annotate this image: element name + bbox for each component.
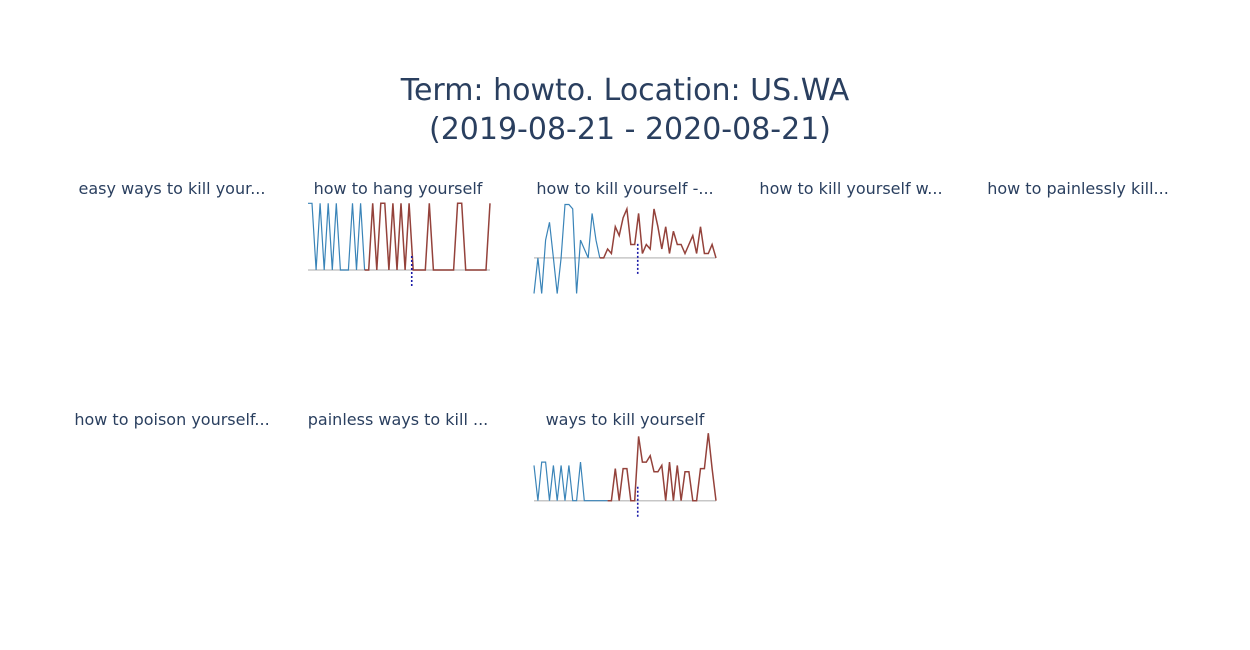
panel-how-to-painlessly-kill: how to painlessly kill... <box>987 179 1169 198</box>
series-post-line <box>599 205 717 259</box>
series-pre-line <box>533 461 608 502</box>
series-pre-line <box>533 203 601 294</box>
panel-how-to-hang-yourself: how to hang yourself <box>308 179 491 288</box>
figure-title-line-2: (2019-08-21 - 2020-08-21) <box>429 112 831 147</box>
panel-title: how to kill yourself -... <box>536 179 713 198</box>
panel-painless-ways: painless ways to kill ... <box>308 410 488 429</box>
panel-how-to-kill-yourself-w: how to kill yourself w... <box>759 179 942 198</box>
panel-ways-to-kill-yourself: ways to kill yourself <box>533 410 717 519</box>
panel-title: how to hang yourself <box>314 179 483 198</box>
series-pre-line <box>308 202 366 271</box>
panel-title: how to painlessly kill... <box>987 179 1169 198</box>
series-post-line <box>364 202 491 271</box>
panel-title: easy ways to kill your... <box>79 179 266 198</box>
panel-title: how to kill yourself w... <box>759 179 942 198</box>
panel-title: painless ways to kill ... <box>308 410 488 429</box>
panel-title: ways to kill yourself <box>546 410 705 429</box>
panel-easy-ways: easy ways to kill your... <box>79 179 266 198</box>
series-post-line <box>607 433 717 502</box>
panel-how-to-poison-yourself: how to poison yourself... <box>74 410 269 429</box>
panel-how-to-kill-yourself-dash: how to kill yourself -... <box>533 179 717 294</box>
panel-title: how to poison yourself... <box>74 410 269 429</box>
figure-title-line-1: Term: howto. Location: US.WA <box>400 73 850 108</box>
